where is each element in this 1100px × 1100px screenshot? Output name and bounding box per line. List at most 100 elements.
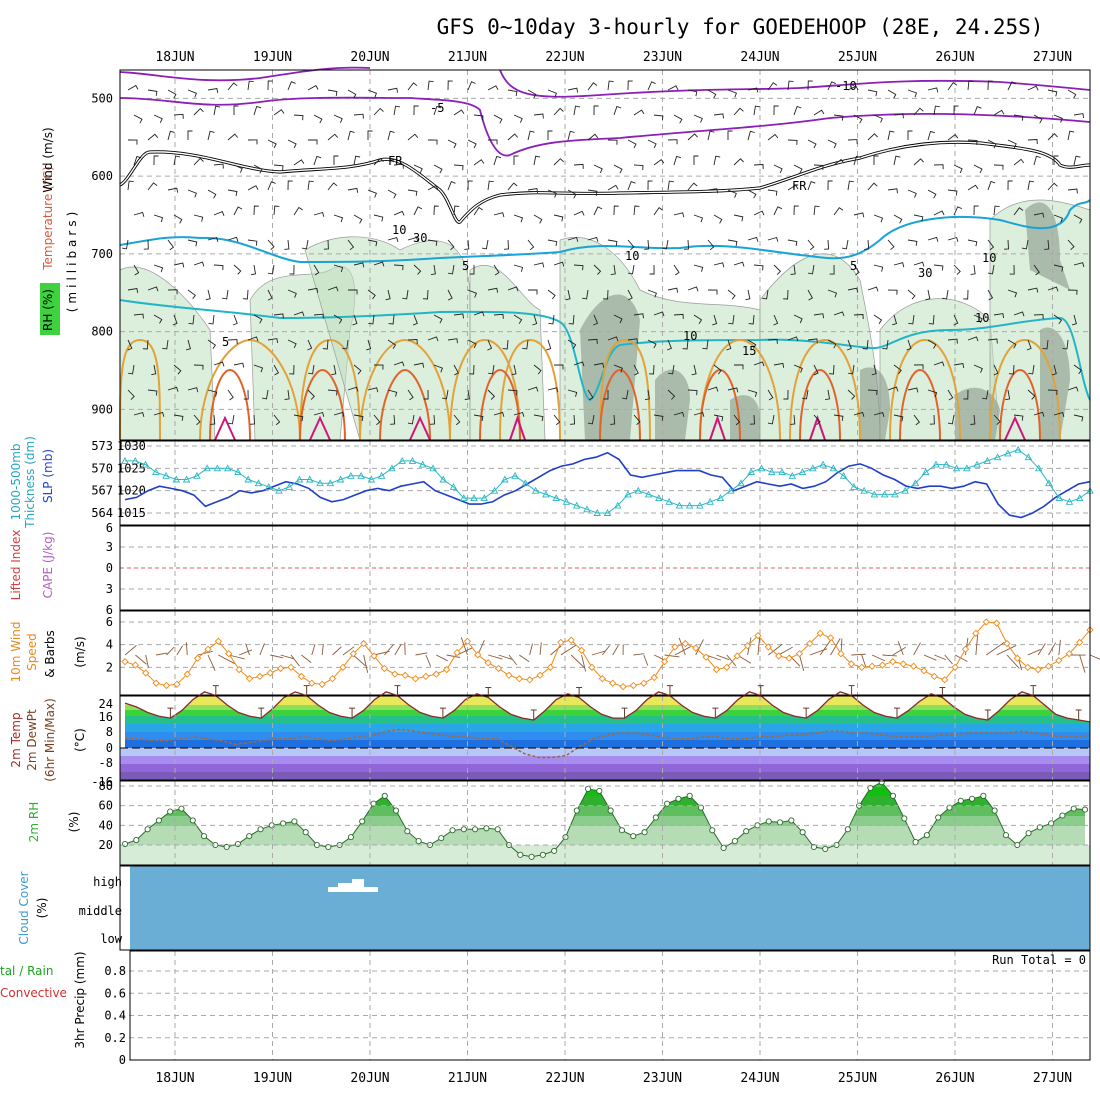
wind-barb xyxy=(827,339,837,349)
wind-barb xyxy=(933,210,945,216)
rh-point xyxy=(641,829,648,836)
wind-barb xyxy=(873,412,885,418)
freezing-level-outer xyxy=(119,140,1091,224)
wind-barb xyxy=(293,114,304,121)
wind-barb xyxy=(233,105,239,115)
temp-tick: 24 xyxy=(99,697,113,711)
wind-barb xyxy=(993,205,1000,216)
wind-barb xyxy=(427,336,439,342)
wind-barb xyxy=(193,107,204,116)
thickness-point xyxy=(767,468,776,476)
thickness-point xyxy=(203,464,211,472)
wind10-barb xyxy=(601,645,611,656)
rh-point xyxy=(155,817,162,824)
wind-barb xyxy=(554,364,564,370)
wind-barb xyxy=(273,414,281,426)
temp-minmax xyxy=(258,707,265,719)
date-label: 19JUN xyxy=(253,1071,292,1086)
rh-point xyxy=(393,807,400,814)
rh-point xyxy=(652,814,659,821)
wind-barb xyxy=(667,85,679,91)
wind-barb xyxy=(1067,89,1077,99)
rh-shade-dark xyxy=(580,294,640,440)
wind10-point xyxy=(930,672,938,681)
wind-barb xyxy=(527,386,539,392)
thickness-point xyxy=(706,497,714,505)
wind10-barb xyxy=(238,649,252,656)
wind-barb xyxy=(243,389,249,400)
thickness-point xyxy=(696,501,704,509)
wind-barb xyxy=(567,130,575,141)
wind-barb xyxy=(387,389,398,397)
wind-barb xyxy=(942,289,949,300)
temp-tick: -16 xyxy=(91,775,113,789)
wind-barb xyxy=(327,89,338,96)
wind-barb xyxy=(987,289,994,301)
wind-barb xyxy=(783,389,789,400)
thickness-point xyxy=(726,486,735,494)
wind10-barb xyxy=(944,654,953,665)
wind-barb xyxy=(867,133,878,141)
wind10-point xyxy=(909,662,918,670)
wind-barb xyxy=(173,414,184,421)
thickness-point xyxy=(285,483,294,490)
wind-barb xyxy=(313,155,322,166)
wind-barb xyxy=(469,364,475,375)
wind-barb xyxy=(853,114,863,124)
wind-barb xyxy=(407,389,414,401)
wind-barb xyxy=(347,187,359,193)
wind-barb xyxy=(127,339,133,351)
wind-barb xyxy=(713,414,724,422)
temp-minmax xyxy=(439,707,446,719)
wind-barb xyxy=(185,339,191,351)
wind-barb xyxy=(726,339,732,351)
wind-barb xyxy=(268,264,275,275)
wind-barb xyxy=(913,261,925,267)
wind-barb xyxy=(413,105,419,116)
wind10-point xyxy=(121,658,129,666)
wind-barb xyxy=(790,414,796,425)
rh-point xyxy=(370,800,377,807)
wind-barb xyxy=(1033,314,1044,320)
wind-barb xyxy=(707,239,715,251)
wind-barb xyxy=(607,80,614,91)
wind-barb xyxy=(301,239,309,250)
wind10-point xyxy=(650,673,658,682)
thickness-point xyxy=(880,490,889,498)
rh-point xyxy=(743,828,750,835)
cloud-level-label: high xyxy=(93,875,122,889)
thickness-point xyxy=(141,460,150,468)
wind-barb xyxy=(1044,239,1050,250)
rh-point xyxy=(697,804,705,811)
wind-barb xyxy=(773,362,785,368)
thickness-point xyxy=(172,475,181,483)
wind-barb xyxy=(887,239,895,251)
wind10-barb xyxy=(1027,649,1041,656)
wind-barb xyxy=(707,89,717,99)
wind-barb xyxy=(613,364,623,373)
wind-barb xyxy=(1047,389,1058,395)
wind10-point xyxy=(1055,656,1063,665)
wind-barb xyxy=(387,130,395,141)
wind-barb xyxy=(413,206,423,216)
wind-barb xyxy=(487,180,494,191)
wind-barb xyxy=(227,236,239,242)
wind10-line xyxy=(124,621,1091,688)
wind-barb xyxy=(367,239,378,247)
wind-barb xyxy=(513,114,523,123)
wind-barb xyxy=(153,114,163,123)
thickness-point xyxy=(121,456,129,464)
wind-barb xyxy=(287,81,296,91)
wind-barb xyxy=(847,287,859,293)
temp-fill-band xyxy=(125,705,1090,710)
wind-barb xyxy=(653,114,664,121)
thickness-point xyxy=(152,468,160,476)
wind-barb xyxy=(928,314,935,325)
isotherm-m10 xyxy=(119,66,371,82)
rh-point xyxy=(438,835,445,842)
thickness-point xyxy=(757,464,766,472)
wind-barb xyxy=(249,414,255,425)
rh-fill-band xyxy=(125,806,1085,816)
wind-barb xyxy=(982,389,989,400)
isotherm-p15 xyxy=(889,338,961,441)
